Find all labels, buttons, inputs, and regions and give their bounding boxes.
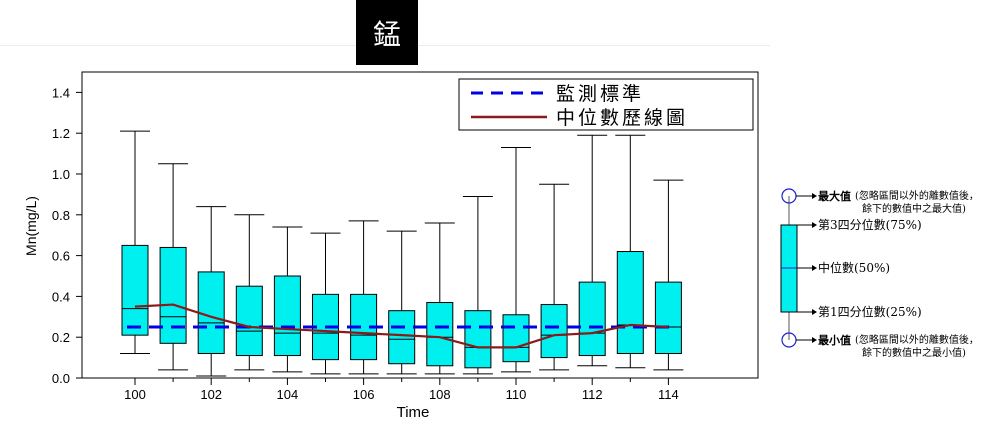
y-tick-label: 1.4 [52, 85, 70, 100]
key-min-label: 最小值 [818, 333, 851, 347]
x-tick-label: 112 [582, 387, 603, 402]
iqr-box [273, 275, 301, 357]
x-tick-label: 102 [200, 387, 222, 402]
key-q3-label: 第3四分位數(75%) [818, 217, 922, 232]
y-axis: 0.0 0.2 0.4 0.6 0.8 1.0 1.2 1.4 [52, 85, 82, 386]
x-tick-label: 106 [353, 387, 375, 402]
x-tick-label: 110 [506, 387, 527, 402]
y-axis-label: Mn(mg/L) [23, 196, 39, 256]
legend-median-label: 中位數歷線圖 [556, 107, 688, 129]
key-max-label: 最大值 [818, 189, 851, 203]
legend-standard-label: 監測標準 [556, 83, 644, 105]
y-tick-label: 1.0 [52, 167, 70, 182]
lines-layer [127, 303, 677, 349]
y-tick-label: 0.0 [52, 371, 70, 386]
y-tick-label: 0.4 [52, 289, 70, 304]
x-tick-label: 104 [277, 387, 299, 402]
y-tick-label: 1.2 [52, 126, 70, 141]
iqr-box [159, 246, 187, 344]
plot-frame [81, 71, 759, 379]
x-axis-label: Time [397, 404, 430, 421]
key-min-note-1: (忽略區間以外的離數值後， [855, 333, 979, 346]
chart-title: 錳 [356, 0, 418, 65]
iqr-box [235, 285, 263, 357]
legend-frame [458, 78, 754, 131]
iqr-box [502, 314, 530, 363]
x-tick-label: 100 [124, 387, 146, 402]
y-tick-label: 0.8 [52, 208, 70, 223]
boxes-layer [120, 130, 684, 377]
iqr-box [197, 271, 225, 355]
legend: 監測標準 中位數歷線圖 [458, 78, 754, 131]
iqr-box [540, 304, 568, 359]
key-max-arrowhead [812, 193, 817, 199]
key-q1-label: 第1四分位數(25%) [818, 304, 922, 319]
x-tick-label: 108 [429, 387, 451, 402]
y-tick-label: 0.2 [52, 330, 70, 345]
key-min-note-2: 餘下的數值中之最小值) [862, 346, 966, 359]
x-tick-label: 114 [658, 387, 679, 402]
iqr-box [388, 310, 416, 365]
iqr-box [464, 310, 492, 369]
key-max-note-1: (忽略區間以外的離數值後， [855, 189, 979, 202]
boxplot-key: 最大值 (忽略區間以外的離數值後， 餘下的數值中之最大值) 第3四分位數(75%… [780, 188, 979, 359]
key-min-arrowhead [812, 337, 817, 343]
iqr-box [616, 251, 644, 355]
key-median-arrowhead [812, 265, 817, 271]
median-trend-line [134, 303, 669, 349]
x-axis: 100 102 104 106 108 110 112 114 [124, 378, 679, 402]
key-q3-arrowhead [812, 222, 817, 228]
key-median-label: 中位數(50%) [818, 260, 890, 275]
key-max-note-2: 餘下的數值中之最大值) [862, 202, 966, 215]
iqr-box [121, 244, 149, 336]
key-q1-arrowhead [812, 309, 817, 315]
y-tick-label: 0.6 [52, 249, 70, 264]
iqr-box [426, 302, 454, 367]
iqr-box [654, 281, 682, 355]
iqr-box [578, 281, 606, 357]
